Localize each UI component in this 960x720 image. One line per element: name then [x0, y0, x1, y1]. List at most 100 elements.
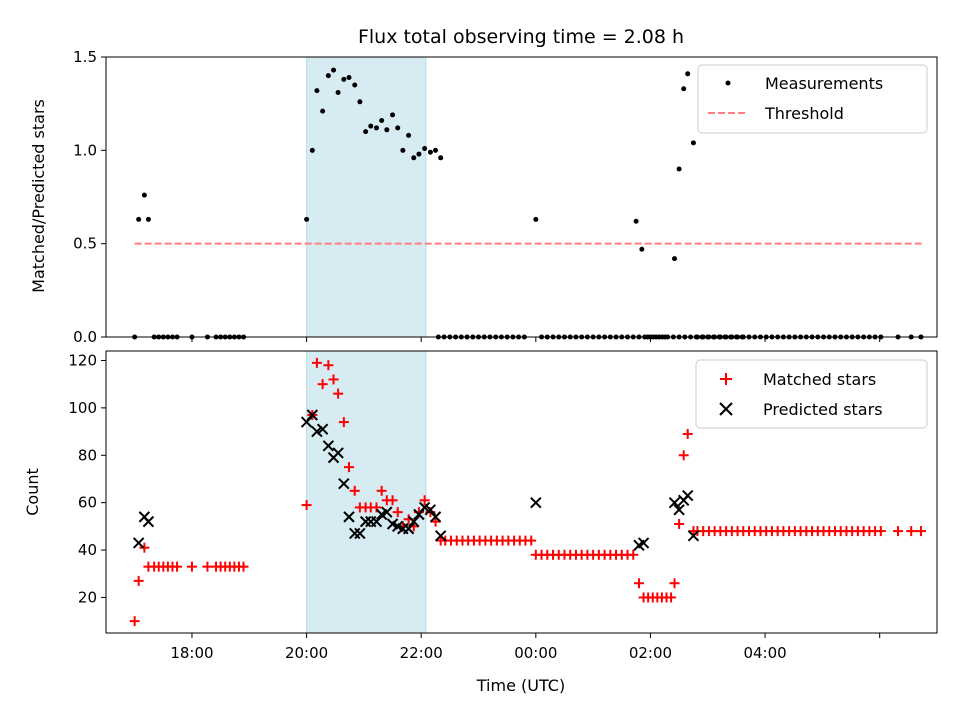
- bottom-legend: Matched stars Predicted stars: [695, 359, 928, 429]
- measurement-point: [416, 151, 422, 157]
- measurement-point: [320, 108, 326, 114]
- matched-star-point: [666, 592, 677, 603]
- bottom-y-tick-label: 100: [68, 399, 97, 417]
- measurement-point: [346, 75, 352, 81]
- measurement-point: [379, 117, 385, 123]
- predicted-star-point: [381, 506, 393, 518]
- x-tick-label: 20:00: [285, 644, 328, 662]
- predicted-star-point: [673, 504, 685, 516]
- predicted-star-point: [402, 523, 415, 535]
- measurement-point: [690, 140, 696, 146]
- predicted-star-point: [424, 504, 437, 516]
- bottom-y-tick-label: 60: [78, 494, 97, 512]
- predicted-star-point: [142, 515, 155, 528]
- measurement-point: [314, 88, 320, 94]
- bottom-shaded-region: [306, 350, 427, 634]
- legend-predicted-marker: [719, 402, 733, 416]
- top-y-tick-label: 0.5: [73, 235, 97, 253]
- bottom-legend-box: [695, 359, 928, 429]
- top-legend-box: [697, 64, 928, 134]
- predicted-star-point: [408, 515, 420, 528]
- measurement-point: [363, 129, 369, 135]
- matched-star-point: [915, 526, 926, 537]
- measurement-point: [331, 67, 337, 73]
- matched-star-point: [349, 485, 360, 496]
- predicted-star-point: [338, 477, 350, 490]
- measurement-point: [438, 155, 444, 161]
- measurement-point: [136, 216, 142, 222]
- predicted-star-point: [530, 496, 542, 509]
- predicted-star-point: [668, 496, 681, 509]
- top-y-tick-label: 1.0: [73, 141, 97, 159]
- matched-star-point: [333, 388, 344, 399]
- matched-star-point: [172, 561, 183, 572]
- predicted-star-point: [687, 530, 700, 542]
- measurement-point: [685, 71, 691, 77]
- matched-star-point: [674, 518, 685, 529]
- predicted-star-point: [637, 537, 650, 549]
- predicted-star-point: [370, 515, 383, 528]
- x-tick-label: 22:00: [400, 644, 443, 662]
- matched-star-point: [328, 374, 339, 385]
- matched-star-point: [392, 507, 403, 518]
- measurement-point: [411, 155, 417, 161]
- bottom-y-tick-label: 20: [78, 588, 97, 606]
- legend-matched-marker: [720, 373, 732, 385]
- measurement-point: [374, 125, 380, 131]
- predicted-star-point: [332, 447, 344, 459]
- bottom-y-tick-label: 40: [78, 541, 97, 559]
- measurement-point: [357, 99, 363, 105]
- matched-star-point: [628, 549, 639, 560]
- bottom-y-tick-label: 80: [78, 446, 97, 464]
- measurement-point: [676, 166, 682, 172]
- measurement-point: [395, 125, 401, 131]
- predicted-star-point: [306, 409, 319, 421]
- top-shaded-region: [306, 56, 427, 338]
- top-y-axis-label: Matched/Predicted stars: [29, 99, 48, 293]
- predicted-star-point: [681, 489, 694, 502]
- matched-star-point: [338, 417, 349, 428]
- top-y-tick-label: 1.5: [73, 48, 97, 66]
- predicted-star-point: [354, 527, 366, 540]
- measurement-point: [433, 147, 439, 153]
- matched-star-point: [133, 575, 144, 586]
- matched-star-point: [893, 526, 904, 537]
- chart-title: Flux total observing time = 2.08 h: [358, 26, 684, 48]
- measurement-point: [145, 216, 151, 222]
- matched-star-point: [202, 561, 213, 572]
- top-plot-frame: [105, 56, 938, 338]
- matched-star-point: [317, 379, 328, 390]
- measurement-point: [427, 149, 433, 155]
- measurement-point: [384, 127, 390, 133]
- measurement-point: [400, 147, 406, 153]
- matched-star-point: [526, 535, 537, 546]
- matched-star-point: [186, 561, 197, 572]
- predicted-star-point: [132, 537, 145, 549]
- top-legend: Measurements Threshold: [697, 64, 928, 134]
- predicted-star-point: [349, 527, 361, 540]
- measurement-point: [325, 73, 331, 79]
- measurement-point: [390, 112, 396, 118]
- predicted-star-point: [316, 423, 329, 435]
- matched-star-point: [387, 495, 398, 506]
- predicted-star-point: [429, 511, 442, 523]
- bottom-panel: Count Time (UTC) 20 40 60 80 100 120 18:00 20:…: [23, 350, 938, 695]
- matched-star-point: [678, 450, 689, 461]
- measurement-point: [633, 218, 639, 224]
- bottom-y-axis-label: Count: [23, 468, 42, 516]
- matched-star-point: [682, 428, 693, 439]
- matched-star-point: [376, 485, 387, 496]
- top-y-tick-label: 0.0: [73, 328, 97, 346]
- measurement-point: [681, 86, 687, 92]
- matched-star-point: [906, 526, 917, 537]
- x-tick-label: 18:00: [170, 644, 213, 662]
- legend-threshold-label: Threshold: [764, 104, 844, 123]
- measurement-point: [368, 123, 374, 129]
- measurement-point: [639, 246, 645, 252]
- matched-star-point: [669, 578, 680, 589]
- measurement-point: [141, 192, 147, 198]
- matched-star-point: [343, 462, 354, 473]
- measurement-point: [309, 147, 315, 153]
- measurement-point: [533, 216, 539, 222]
